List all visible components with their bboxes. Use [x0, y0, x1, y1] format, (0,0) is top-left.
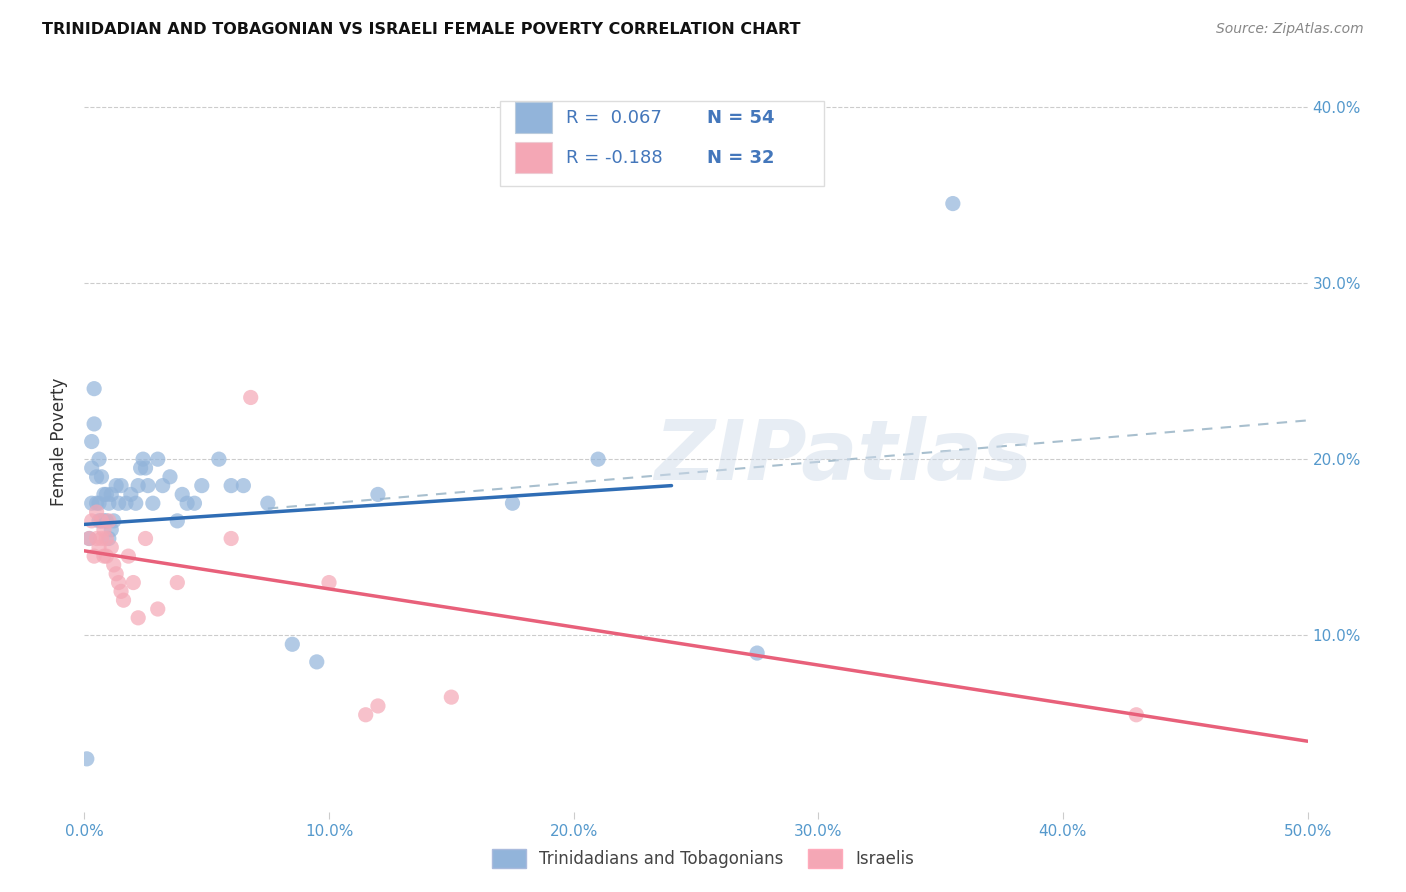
Point: [125, 496, 148, 510]
Point: [152, 478, 174, 492]
Point: [367, 487, 389, 501]
Point: [96, 532, 118, 546]
Point: [146, 602, 169, 616]
Point: [80, 434, 103, 449]
Point: [87, 541, 110, 555]
Point: [747, 646, 769, 660]
FancyBboxPatch shape: [515, 103, 551, 133]
Point: [97, 532, 120, 546]
Point: [305, 655, 328, 669]
Point: [100, 523, 122, 537]
FancyBboxPatch shape: [501, 101, 824, 186]
Point: [103, 558, 125, 572]
Point: [166, 575, 188, 590]
Point: [87, 496, 110, 510]
Text: R = -0.188: R = -0.188: [567, 149, 664, 167]
Point: [942, 196, 965, 211]
Point: [142, 496, 165, 510]
Point: [100, 541, 122, 555]
Point: [103, 514, 125, 528]
Point: [318, 575, 340, 590]
Point: [77, 532, 100, 546]
Point: [183, 496, 205, 510]
Point: [83, 549, 105, 563]
Point: [122, 575, 145, 590]
Point: [86, 532, 108, 546]
Point: [107, 575, 129, 590]
Point: [159, 470, 181, 484]
Point: [76, 752, 98, 766]
Text: R =  0.067: R = 0.067: [567, 109, 662, 127]
Text: ZIPatlas: ZIPatlas: [654, 416, 1032, 497]
Point: [110, 584, 132, 599]
Point: [90, 532, 112, 546]
Point: [127, 478, 149, 492]
Point: [586, 452, 609, 467]
Point: [115, 496, 138, 510]
Point: [172, 487, 194, 501]
Point: [208, 452, 231, 467]
Point: [90, 514, 112, 528]
Point: [86, 496, 108, 510]
Point: [93, 523, 115, 537]
Point: [96, 514, 118, 528]
Point: [100, 487, 122, 501]
Point: [93, 549, 115, 563]
Text: N = 32: N = 32: [707, 149, 775, 167]
Point: [96, 549, 118, 563]
Point: [90, 514, 112, 528]
Point: [1125, 707, 1147, 722]
Point: [239, 391, 262, 405]
Point: [135, 461, 157, 475]
Point: [80, 496, 103, 510]
Point: [83, 382, 105, 396]
Point: [97, 496, 120, 510]
Text: TRINIDADIAN AND TOBAGONIAN VS ISRAELI FEMALE POVERTY CORRELATION CHART: TRINIDADIAN AND TOBAGONIAN VS ISRAELI FE…: [42, 22, 800, 37]
Point: [166, 514, 188, 528]
Point: [93, 487, 115, 501]
Point: [110, 478, 132, 492]
Point: [107, 496, 129, 510]
Point: [77, 532, 100, 546]
Point: [502, 496, 524, 510]
Point: [135, 532, 157, 546]
Point: [117, 549, 139, 563]
Point: [90, 470, 112, 484]
Point: [129, 461, 152, 475]
Point: [96, 487, 118, 501]
Point: [127, 611, 149, 625]
Point: [136, 478, 159, 492]
Point: [83, 417, 105, 431]
Y-axis label: Female Poverty: Female Poverty: [51, 377, 69, 506]
Point: [80, 514, 103, 528]
Point: [120, 487, 142, 501]
Point: [105, 478, 128, 492]
Point: [440, 690, 463, 705]
Point: [87, 452, 110, 467]
Point: [86, 505, 108, 519]
Point: [132, 452, 155, 467]
Point: [257, 496, 280, 510]
Point: [219, 478, 242, 492]
Text: N = 54: N = 54: [707, 109, 775, 127]
Point: [219, 532, 242, 546]
Point: [87, 514, 110, 528]
Point: [191, 478, 214, 492]
Point: [105, 566, 128, 581]
Point: [354, 707, 377, 722]
Point: [281, 637, 304, 651]
Point: [86, 470, 108, 484]
Point: [367, 698, 389, 713]
Point: [80, 461, 103, 475]
Point: [176, 496, 198, 510]
Point: [112, 593, 135, 607]
Point: [97, 514, 120, 528]
Point: [93, 514, 115, 528]
FancyBboxPatch shape: [515, 142, 551, 173]
Point: [232, 478, 254, 492]
Point: [146, 452, 169, 467]
Text: Source: ZipAtlas.com: Source: ZipAtlas.com: [1216, 22, 1364, 37]
Legend: Trinidadians and Tobagonians, Israelis: Trinidadians and Tobagonians, Israelis: [485, 842, 921, 875]
